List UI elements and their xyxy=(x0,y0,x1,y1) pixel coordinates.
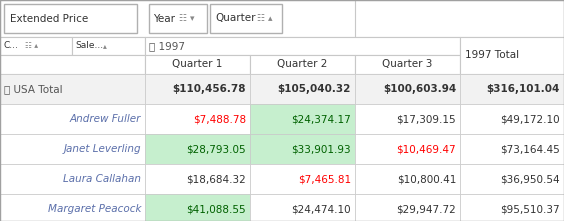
Bar xyxy=(145,104,250,134)
Text: $28,793.05: $28,793.05 xyxy=(186,144,246,154)
Bar xyxy=(250,164,355,194)
Text: $41,088.55: $41,088.55 xyxy=(186,204,246,214)
Bar xyxy=(460,164,564,194)
Bar xyxy=(460,194,564,221)
Bar xyxy=(355,164,460,194)
Bar xyxy=(145,134,250,164)
Text: $24,374.17: $24,374.17 xyxy=(291,114,351,124)
Bar xyxy=(0,37,72,55)
Bar xyxy=(250,104,355,134)
Text: $7,465.81: $7,465.81 xyxy=(298,174,351,184)
Bar xyxy=(355,194,460,221)
Text: Quarter 1: Quarter 1 xyxy=(172,59,222,69)
Text: $24,474.10: $24,474.10 xyxy=(292,204,351,214)
Text: $316,101.04: $316,101.04 xyxy=(487,84,560,94)
Text: ☷ ▾: ☷ ▾ xyxy=(179,14,195,23)
Text: Quarter: Quarter xyxy=(215,13,255,23)
Bar xyxy=(0,74,145,104)
Bar xyxy=(145,37,460,55)
Text: Andrew Fuller: Andrew Fuller xyxy=(69,114,141,124)
Text: $95,510.37: $95,510.37 xyxy=(500,204,560,214)
Text: Ⓢ 1997: Ⓢ 1997 xyxy=(149,41,185,51)
Bar xyxy=(0,104,145,134)
Text: 1997 Total: 1997 Total xyxy=(465,51,519,61)
Bar xyxy=(145,164,250,194)
Bar xyxy=(0,0,564,37)
Bar xyxy=(0,55,145,74)
Bar xyxy=(250,74,355,104)
Bar xyxy=(460,74,564,104)
Bar xyxy=(4,4,137,33)
Text: $17,309.15: $17,309.15 xyxy=(396,114,456,124)
Bar xyxy=(145,74,250,104)
Text: $33,901.93: $33,901.93 xyxy=(292,144,351,154)
Bar xyxy=(145,194,250,221)
Bar xyxy=(460,134,564,164)
Bar xyxy=(250,55,355,74)
Text: ☷ ▴: ☷ ▴ xyxy=(25,42,38,51)
Bar xyxy=(0,164,145,194)
Text: $10,469.47: $10,469.47 xyxy=(396,144,456,154)
Bar xyxy=(460,104,564,134)
Bar xyxy=(72,37,145,55)
Bar xyxy=(0,194,145,221)
Bar xyxy=(460,37,564,74)
Text: $110,456.78: $110,456.78 xyxy=(173,84,246,94)
Text: $10,800.41: $10,800.41 xyxy=(396,174,456,184)
Text: Quarter 3: Quarter 3 xyxy=(382,59,432,69)
Text: Laura Callahan: Laura Callahan xyxy=(63,174,141,184)
Text: $7,488.78: $7,488.78 xyxy=(193,114,246,124)
Text: $49,172.10: $49,172.10 xyxy=(500,114,560,124)
Text: Quarter 2: Quarter 2 xyxy=(277,59,327,69)
Text: ☷ ▴: ☷ ▴ xyxy=(257,14,272,23)
Bar xyxy=(0,134,145,164)
Text: Year: Year xyxy=(153,13,175,23)
Text: Sale...: Sale... xyxy=(75,42,103,51)
Bar xyxy=(250,194,355,221)
Text: $36,950.54: $36,950.54 xyxy=(500,174,560,184)
Text: ▴: ▴ xyxy=(103,42,107,51)
Bar xyxy=(149,4,207,33)
Text: $105,040.32: $105,040.32 xyxy=(277,84,351,94)
Bar xyxy=(355,0,564,37)
Text: Margaret Peacock: Margaret Peacock xyxy=(47,204,141,214)
Text: Janet Leverling: Janet Leverling xyxy=(63,144,141,154)
Text: $100,603.94: $100,603.94 xyxy=(383,84,456,94)
Bar xyxy=(355,134,460,164)
Bar xyxy=(250,134,355,164)
Text: Extended Price: Extended Price xyxy=(10,13,88,23)
Text: $29,947.72: $29,947.72 xyxy=(396,204,456,214)
Text: C...: C... xyxy=(3,42,18,51)
Text: $73,164.45: $73,164.45 xyxy=(500,144,560,154)
Text: $18,684.32: $18,684.32 xyxy=(186,174,246,184)
Bar xyxy=(355,74,460,104)
Text: Ⓢ USA Total: Ⓢ USA Total xyxy=(4,84,63,94)
Bar xyxy=(355,104,460,134)
Bar xyxy=(210,4,282,33)
Bar xyxy=(355,55,460,74)
Bar xyxy=(145,55,250,74)
